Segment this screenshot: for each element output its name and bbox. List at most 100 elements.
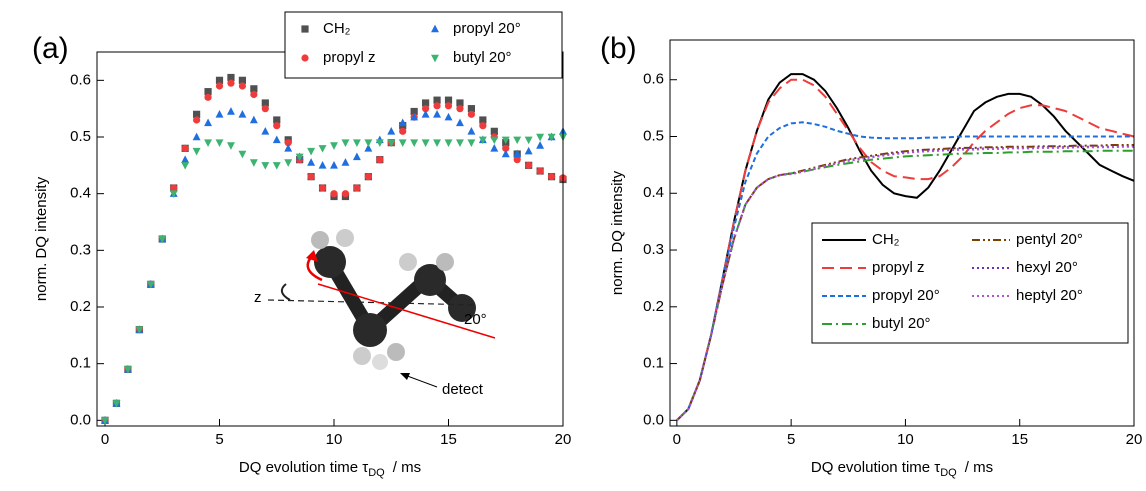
point bbox=[524, 146, 533, 155]
point bbox=[227, 142, 235, 150]
point bbox=[536, 133, 545, 142]
panel-label: (b) bbox=[600, 32, 637, 65]
y-tick-label: 0.5 bbox=[643, 127, 664, 144]
point bbox=[352, 139, 361, 147]
point bbox=[513, 149, 522, 158]
point bbox=[146, 281, 155, 289]
legend-marker bbox=[431, 54, 439, 63]
point bbox=[192, 147, 201, 156]
point bbox=[502, 144, 510, 152]
point bbox=[421, 139, 430, 147]
point bbox=[467, 105, 476, 113]
point bbox=[444, 112, 453, 121]
series-line bbox=[676, 78, 1135, 422]
point bbox=[536, 141, 545, 149]
x-tick-label: 10 bbox=[897, 431, 914, 448]
series-line bbox=[676, 121, 1134, 422]
point bbox=[318, 161, 327, 169]
point bbox=[295, 153, 304, 162]
point bbox=[181, 155, 190, 163]
legend-box bbox=[284, 11, 563, 79]
point bbox=[352, 152, 361, 161]
legend-marker bbox=[301, 54, 309, 62]
point bbox=[422, 105, 430, 113]
point bbox=[421, 110, 430, 118]
point bbox=[467, 110, 476, 118]
x-tick-label: 15 bbox=[440, 431, 457, 448]
point bbox=[204, 139, 213, 147]
point bbox=[433, 139, 442, 147]
point bbox=[284, 159, 293, 167]
panel-label: (a) bbox=[32, 32, 69, 65]
series-line bbox=[676, 144, 1134, 422]
point bbox=[227, 107, 235, 115]
point bbox=[101, 417, 109, 425]
point bbox=[272, 162, 281, 170]
point bbox=[456, 99, 464, 107]
legend-label: CH₂ bbox=[872, 231, 900, 248]
legend-label: propyl 20° bbox=[872, 287, 940, 304]
x-axis-label-text: DQ evolution time τ bbox=[811, 459, 940, 476]
point bbox=[181, 144, 189, 152]
point bbox=[376, 156, 384, 164]
point bbox=[158, 235, 167, 244]
point bbox=[318, 145, 327, 153]
y-tick-label: 0.1 bbox=[643, 355, 664, 372]
x-axis-label: DQ evolution time τDQ / ms bbox=[811, 459, 993, 479]
point bbox=[181, 162, 190, 170]
molecule bbox=[267, 229, 496, 388]
legend-label: CH₂ bbox=[323, 20, 351, 37]
point bbox=[387, 127, 396, 135]
point bbox=[501, 136, 510, 145]
x-axis-label-sub: DQ bbox=[940, 467, 957, 479]
point bbox=[193, 116, 201, 124]
point bbox=[227, 73, 235, 82]
point bbox=[479, 122, 487, 130]
point bbox=[341, 190, 350, 198]
annotation: 20° bbox=[464, 311, 487, 328]
point bbox=[238, 76, 247, 84]
plot-frame bbox=[96, 51, 564, 427]
point bbox=[444, 139, 453, 147]
y-axis-label: norm. DQ intensity bbox=[33, 176, 50, 301]
legend-label: hexyl 20° bbox=[1016, 259, 1078, 276]
point bbox=[273, 122, 281, 130]
y-tick-label: 0.6 bbox=[643, 71, 664, 88]
point bbox=[272, 135, 281, 144]
point bbox=[112, 400, 121, 408]
point bbox=[238, 110, 247, 118]
point bbox=[410, 107, 418, 116]
point bbox=[250, 90, 258, 99]
legend-label: propyl z bbox=[872, 259, 925, 276]
point bbox=[467, 139, 476, 147]
point bbox=[273, 116, 281, 124]
x-axis-label-unit: / ms bbox=[965, 459, 993, 476]
point bbox=[398, 118, 407, 127]
point bbox=[204, 88, 212, 96]
x-tick-label: 0 bbox=[673, 431, 681, 448]
point bbox=[193, 110, 201, 118]
point bbox=[261, 99, 269, 107]
x-tick-label: 15 bbox=[1011, 431, 1028, 448]
point bbox=[341, 158, 350, 166]
point bbox=[364, 144, 373, 152]
point bbox=[364, 173, 372, 181]
plot-frame bbox=[669, 39, 1135, 427]
point bbox=[341, 139, 350, 147]
point bbox=[330, 190, 338, 198]
point bbox=[307, 147, 316, 156]
point bbox=[215, 110, 224, 118]
x-axis-label: DQ evolution time τDQ / ms bbox=[239, 459, 421, 479]
point bbox=[135, 326, 144, 334]
point bbox=[536, 167, 544, 175]
point bbox=[227, 79, 235, 87]
y-tick-label: 0.6 bbox=[70, 71, 91, 88]
point bbox=[204, 93, 212, 101]
x-axis-label-text: DQ evolution time τ bbox=[239, 459, 368, 476]
point bbox=[433, 110, 442, 118]
point bbox=[123, 366, 132, 374]
point bbox=[215, 76, 224, 84]
point bbox=[170, 184, 178, 192]
y-tick-label: 0.2 bbox=[643, 298, 664, 315]
point bbox=[490, 136, 499, 145]
